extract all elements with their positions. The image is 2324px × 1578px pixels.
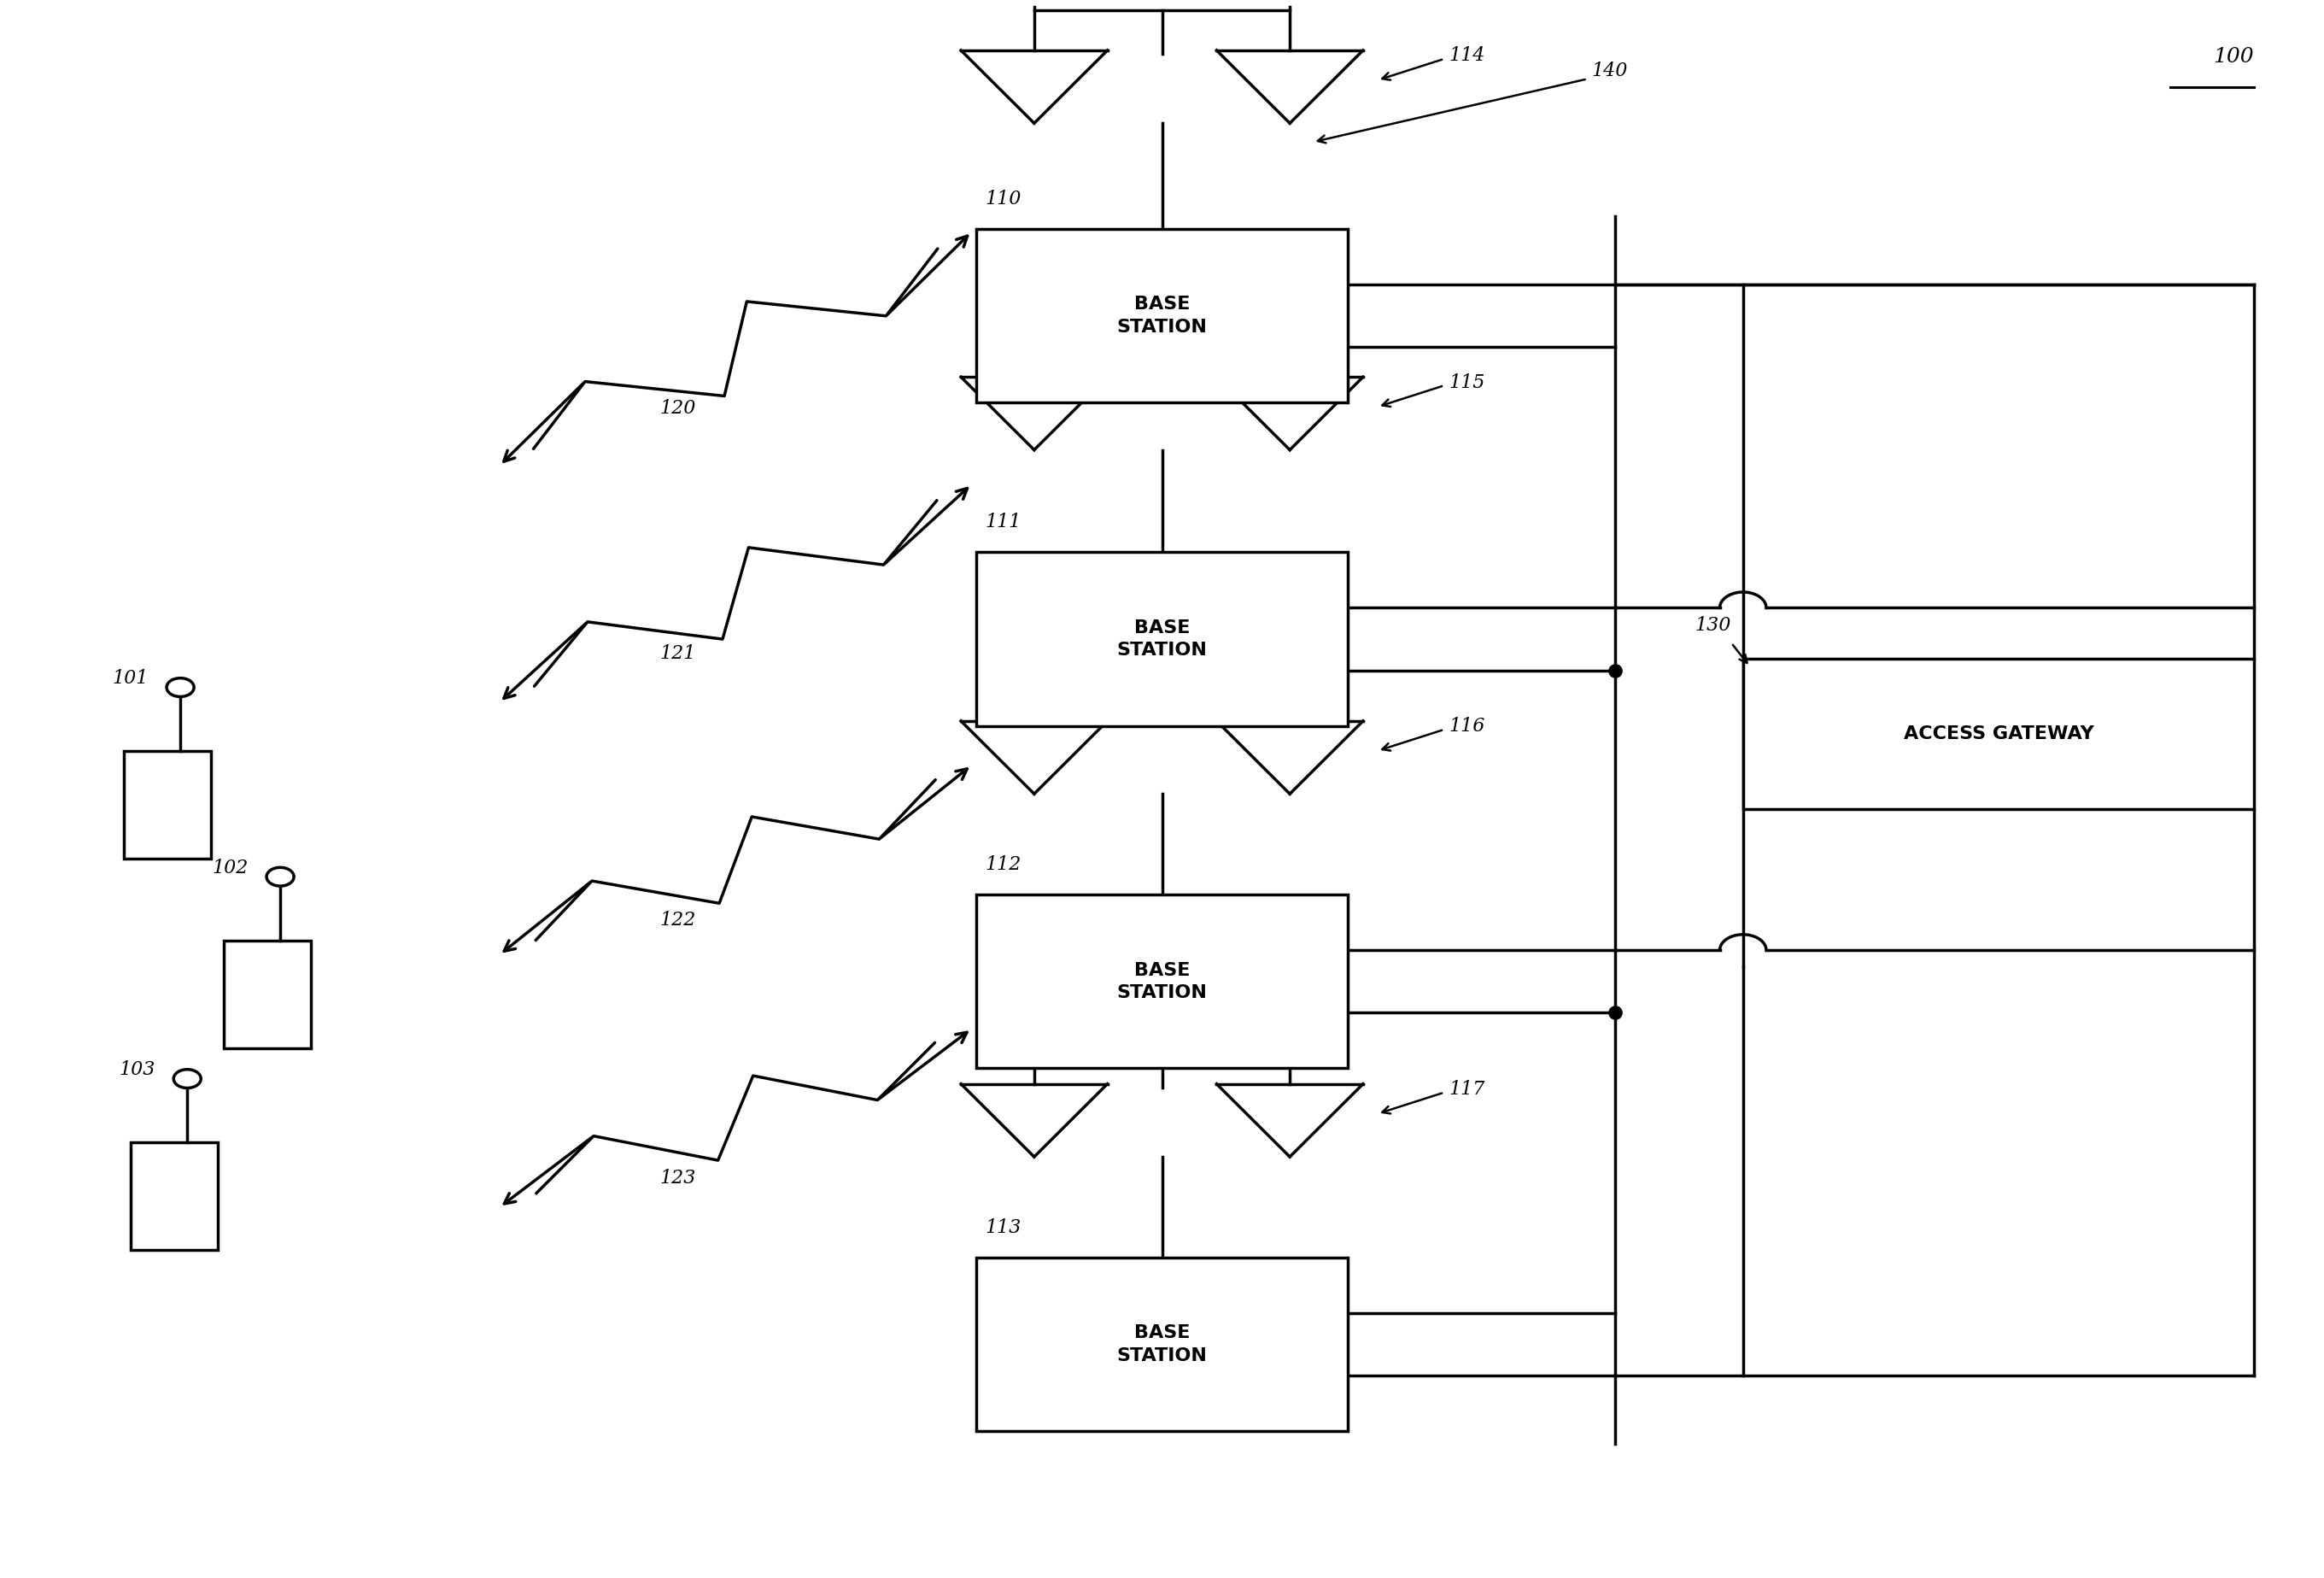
Text: 121: 121 <box>660 644 695 663</box>
Text: 112: 112 <box>985 855 1023 874</box>
Text: 103: 103 <box>119 1060 156 1079</box>
Text: BASE
STATION: BASE STATION <box>1118 961 1206 1002</box>
Text: BASE
STATION: BASE STATION <box>1118 1324 1206 1365</box>
Text: 100: 100 <box>2212 47 2254 66</box>
Text: 117: 117 <box>1448 1079 1485 1098</box>
Text: 114: 114 <box>1448 46 1485 65</box>
Bar <box>223 940 311 1048</box>
Bar <box>976 229 1348 402</box>
Bar <box>123 751 211 858</box>
Text: 115: 115 <box>1448 372 1485 391</box>
Text: 130: 130 <box>1694 617 1731 634</box>
Bar <box>976 1258 1348 1431</box>
Text: 101: 101 <box>112 669 149 688</box>
Text: BASE
STATION: BASE STATION <box>1118 295 1206 336</box>
Text: 123: 123 <box>660 1169 695 1187</box>
Text: 120: 120 <box>660 399 695 418</box>
Text: 110: 110 <box>985 189 1023 208</box>
Bar <box>976 895 1348 1068</box>
Text: 140: 140 <box>1592 62 1629 80</box>
Bar <box>130 1142 218 1250</box>
Text: 116: 116 <box>1448 716 1485 735</box>
Text: 102: 102 <box>211 858 249 877</box>
Bar <box>1743 660 2254 808</box>
Text: ACCESS GATEWAY: ACCESS GATEWAY <box>1903 726 2094 742</box>
Text: 113: 113 <box>985 1218 1023 1237</box>
Text: 111: 111 <box>985 513 1023 532</box>
Bar <box>976 552 1348 726</box>
Text: BASE
STATION: BASE STATION <box>1118 619 1206 660</box>
Text: 122: 122 <box>660 911 695 929</box>
